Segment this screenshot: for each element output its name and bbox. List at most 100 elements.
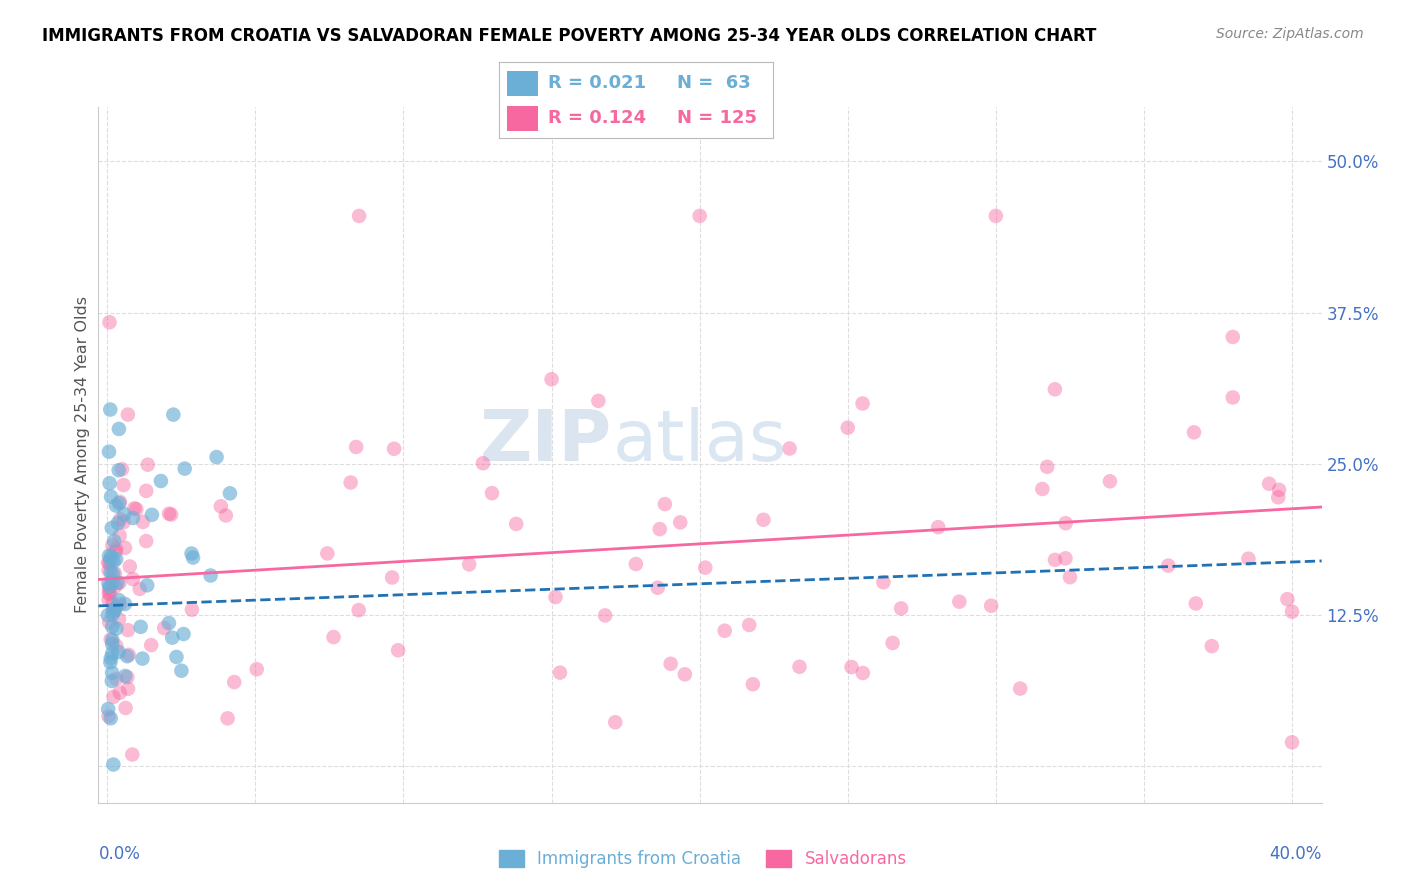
- Point: [100, 566, 122, 580]
- Point: [117, 623, 139, 637]
- Point: [1222, 330, 1244, 344]
- Point: [135, 534, 157, 549]
- Point: [129, 620, 152, 634]
- FancyBboxPatch shape: [508, 105, 537, 130]
- Point: [105, 672, 128, 686]
- Point: [689, 209, 711, 223]
- Text: 40.0%: 40.0%: [1270, 845, 1322, 863]
- Point: [97, 563, 120, 577]
- Point: [110, 512, 132, 526]
- Point: [713, 624, 735, 638]
- Point: [103, 603, 125, 617]
- Point: [654, 497, 676, 511]
- Point: [97, 702, 120, 716]
- Point: [1036, 459, 1059, 474]
- Point: [648, 522, 671, 536]
- Point: [103, 757, 125, 772]
- Point: [673, 667, 696, 681]
- Point: [101, 574, 124, 589]
- Point: [458, 558, 481, 572]
- Point: [98, 549, 121, 563]
- Point: [217, 711, 239, 725]
- Point: [173, 627, 195, 641]
- Point: [98, 476, 121, 491]
- Point: [162, 408, 184, 422]
- Point: [593, 608, 616, 623]
- Text: R = 0.021: R = 0.021: [548, 74, 647, 92]
- Point: [105, 622, 128, 636]
- Point: [107, 575, 129, 590]
- Point: [1010, 681, 1032, 696]
- Point: [115, 649, 138, 664]
- Point: [1182, 425, 1205, 440]
- Point: [112, 515, 135, 529]
- Point: [114, 669, 136, 683]
- Point: [104, 544, 127, 558]
- Point: [136, 458, 159, 472]
- Point: [105, 552, 128, 566]
- Point: [121, 747, 143, 762]
- Point: [97, 709, 120, 723]
- Text: Source: ZipAtlas.com: Source: ZipAtlas.com: [1216, 27, 1364, 41]
- Point: [548, 665, 571, 680]
- Point: [695, 560, 717, 574]
- Point: [153, 621, 176, 635]
- Point: [107, 463, 129, 477]
- Point: [170, 664, 193, 678]
- Point: [841, 660, 863, 674]
- Point: [837, 420, 859, 434]
- Point: [927, 520, 949, 534]
- Point: [1281, 735, 1303, 749]
- Point: [100, 549, 122, 563]
- Legend: Immigrants from Croatia, Salvadorans: Immigrants from Croatia, Salvadorans: [492, 843, 914, 875]
- Point: [173, 461, 195, 475]
- Point: [1098, 475, 1121, 489]
- Point: [101, 619, 124, 633]
- Point: [882, 636, 904, 650]
- Point: [851, 396, 873, 410]
- Point: [624, 557, 647, 571]
- Point: [246, 662, 269, 676]
- Point: [588, 393, 610, 408]
- Point: [162, 631, 184, 645]
- Point: [872, 575, 894, 590]
- Point: [382, 442, 405, 456]
- Point: [738, 618, 761, 632]
- Point: [114, 701, 136, 715]
- Point: [101, 632, 124, 647]
- Point: [112, 507, 135, 521]
- Point: [117, 670, 139, 684]
- Point: [128, 582, 150, 596]
- Text: R = 0.124: R = 0.124: [548, 109, 647, 127]
- Point: [107, 593, 129, 607]
- Point: [131, 651, 153, 665]
- Point: [107, 516, 129, 530]
- Point: [103, 690, 125, 704]
- Point: [1059, 570, 1081, 584]
- Text: N = 125: N = 125: [678, 109, 758, 127]
- Point: [104, 579, 127, 593]
- Point: [97, 593, 120, 607]
- Point: [181, 550, 204, 565]
- Point: [101, 538, 124, 552]
- Point: [481, 486, 503, 500]
- Point: [98, 587, 121, 601]
- Point: [779, 442, 801, 456]
- Point: [97, 576, 120, 591]
- Point: [181, 603, 204, 617]
- Point: [104, 566, 127, 581]
- Point: [215, 508, 238, 523]
- Point: [980, 599, 1002, 613]
- Point: [98, 553, 121, 567]
- Point: [132, 515, 155, 529]
- Point: [108, 612, 131, 626]
- Point: [121, 572, 143, 586]
- Point: [101, 637, 124, 651]
- Point: [97, 555, 120, 569]
- Point: [1054, 516, 1077, 531]
- Point: [505, 516, 527, 531]
- Point: [1054, 551, 1077, 566]
- Point: [104, 600, 127, 615]
- Point: [387, 643, 409, 657]
- Point: [948, 595, 970, 609]
